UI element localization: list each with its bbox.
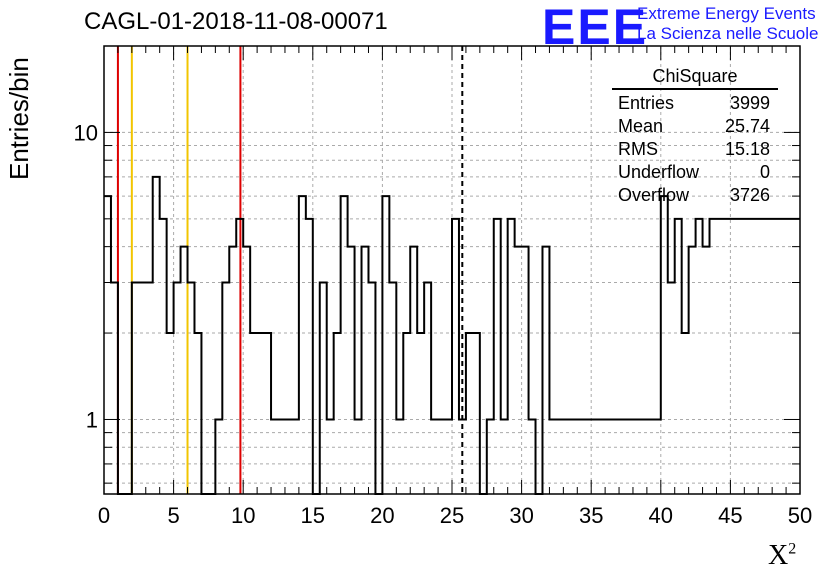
x-axis-label: X2 xyxy=(768,540,796,572)
x-tick-label: 45 xyxy=(718,503,742,528)
stats-label: Overflow xyxy=(618,185,690,205)
x-tick-label: 40 xyxy=(649,503,673,528)
x-axis-label-sup: 2 xyxy=(788,540,797,558)
chart-title: CAGL-01-2018-11-08-00071 xyxy=(84,8,388,35)
x-tick-label: 25 xyxy=(440,503,464,528)
x-tick-label: 10 xyxy=(231,503,255,528)
stats-value: 3726 xyxy=(729,185,770,205)
x-tick-label: 15 xyxy=(301,503,325,528)
x-tick-label: 0 xyxy=(98,503,110,528)
stats-label: RMS xyxy=(618,139,658,159)
x-tick-label: 20 xyxy=(370,503,394,528)
stats-name: ChiSquare xyxy=(612,66,778,90)
logo-line-2: La Scienza nelle Scuole xyxy=(637,24,819,43)
x-tick-label: 30 xyxy=(509,503,533,528)
x-tick-label: 35 xyxy=(579,503,603,528)
logo-line-1: Extreme Energy Events xyxy=(637,4,816,23)
stats-value: 15.18 xyxy=(724,139,770,159)
stats-row-entries: Entries 3999 xyxy=(612,92,778,115)
stats-row-underflow: Underflow 0 xyxy=(612,161,778,184)
stats-label: Mean xyxy=(618,116,664,136)
stats-row-rms: RMS 15.18 xyxy=(612,138,778,161)
x-tick-label: 50 xyxy=(788,503,812,528)
stats-label: Underflow xyxy=(618,162,700,182)
stats-box: ChiSquare Entries 3999 Mean 25.74 RMS 15… xyxy=(612,66,778,207)
y-tick-label: 1 xyxy=(86,407,98,432)
histogram-series xyxy=(104,175,800,495)
x-tick-label: 5 xyxy=(167,503,179,528)
stats-label: Entries xyxy=(618,93,675,113)
y-tick-label: 10 xyxy=(74,120,98,145)
logo-caption: Extreme Energy Events La Scienza nelle S… xyxy=(637,4,818,44)
stats-value: 3999 xyxy=(729,93,770,113)
stats-row-overflow: Overflow 3726 xyxy=(612,184,778,207)
stats-value: 0 xyxy=(759,162,770,182)
stats-row-mean: Mean 25.74 xyxy=(612,115,778,138)
stats-value: 25.74 xyxy=(724,116,770,136)
eee-logo: EEE xyxy=(542,0,649,55)
x-axis-label-base: X xyxy=(768,540,789,571)
